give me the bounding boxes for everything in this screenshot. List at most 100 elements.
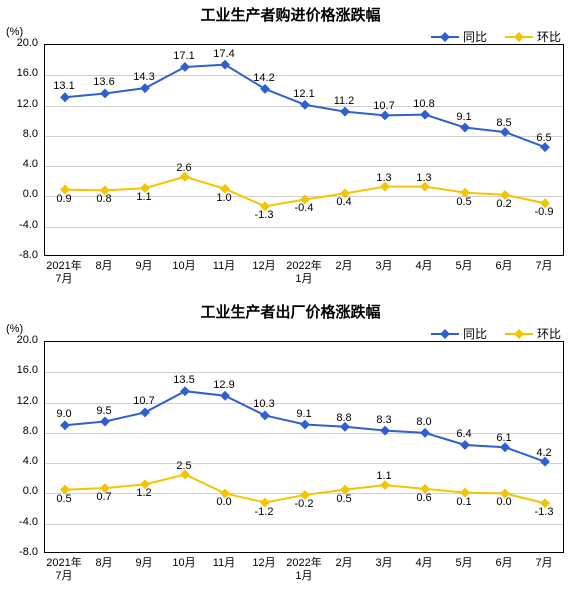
y-tick-label: 4.0 xyxy=(0,455,38,467)
y-tick-label: 12.0 xyxy=(0,98,38,110)
data-label-yoy: 12.1 xyxy=(293,88,314,100)
legend-item-mom: 环比 xyxy=(505,28,561,45)
series-marker-yoy xyxy=(220,391,230,401)
series-marker-yoy xyxy=(300,420,310,430)
legend: 同比 环比 xyxy=(431,325,561,342)
legend-marker xyxy=(505,36,533,38)
x-tick-label: 2021年 7月 xyxy=(46,557,81,582)
legend-item-yoy: 同比 xyxy=(431,28,487,45)
y-tick-label: 20.0 xyxy=(0,334,38,346)
x-tick-label: 7月 xyxy=(535,557,552,570)
series-svg xyxy=(45,45,565,257)
x-tick-label: 4月 xyxy=(415,557,432,570)
x-tick-label: 2022年 1月 xyxy=(286,557,321,582)
data-label-mom: 1.1 xyxy=(376,470,391,482)
x-tick-label: 10月 xyxy=(172,260,195,273)
series-marker-yoy xyxy=(460,440,470,450)
data-label-mom: 1.3 xyxy=(416,172,431,184)
data-label-yoy: 4.2 xyxy=(536,447,551,459)
y-tick-label: 0.0 xyxy=(0,188,38,200)
x-tick-label: 3月 xyxy=(375,557,392,570)
x-tick-label: 8月 xyxy=(95,260,112,273)
data-label-mom: 0.8 xyxy=(96,193,111,205)
x-tick-label: 5月 xyxy=(455,260,472,273)
data-label-mom: 1.1 xyxy=(136,191,151,203)
chart-title: 工业生产者购进价格涨跌幅 xyxy=(0,0,581,25)
data-label-yoy: 10.7 xyxy=(133,395,154,407)
x-tick-label: 6月 xyxy=(495,557,512,570)
x-tick-label: 12月 xyxy=(252,260,275,273)
series-svg xyxy=(45,342,565,554)
data-label-yoy: 17.1 xyxy=(173,50,194,62)
x-tick-label: 4月 xyxy=(415,260,432,273)
data-label-mom: 0.6 xyxy=(416,492,431,504)
series-marker-yoy xyxy=(380,426,390,436)
data-label-mom: -0.9 xyxy=(535,206,554,218)
chart: 工业生产者购进价格涨跌幅(%)同比环比-8.0-4.00.04.08.012.0… xyxy=(0,0,581,296)
y-tick-label: 16.0 xyxy=(0,364,38,376)
data-label-mom: 0.9 xyxy=(56,193,71,205)
series-marker-yoy xyxy=(420,428,430,438)
data-label-mom: 0.2 xyxy=(496,198,511,210)
y-tick-label: 0.0 xyxy=(0,485,38,497)
y-tick-label: 8.0 xyxy=(0,128,38,140)
data-label-yoy: 13.5 xyxy=(173,374,194,386)
y-tick-label: 12.0 xyxy=(0,395,38,407)
y-tick-label: -4.0 xyxy=(0,516,38,528)
chart-title: 工业生产者出厂价格涨跌幅 xyxy=(0,297,581,322)
data-label-yoy: 9.0 xyxy=(56,408,71,420)
chart: 工业生产者出厂价格涨跌幅(%)同比环比-8.0-4.00.04.08.012.0… xyxy=(0,297,581,594)
series-marker-yoy xyxy=(60,420,70,430)
legend-marker xyxy=(431,36,459,38)
series-marker-yoy xyxy=(140,407,150,417)
data-label-mom: 1.3 xyxy=(376,172,391,184)
series-marker-yoy xyxy=(180,62,190,72)
data-label-yoy: 14.3 xyxy=(133,71,154,83)
data-label-yoy: 8.0 xyxy=(416,416,431,428)
data-label-mom: 0.5 xyxy=(336,493,351,505)
data-label-mom: 2.6 xyxy=(176,162,191,174)
data-label-yoy: 10.3 xyxy=(253,398,274,410)
plot-area xyxy=(44,44,564,256)
data-label-mom: -1.3 xyxy=(255,209,274,221)
data-label-mom: 0.0 xyxy=(216,496,231,508)
data-label-yoy: 17.4 xyxy=(213,48,234,60)
data-label-mom: 1.0 xyxy=(216,192,231,204)
data-label-mom: 0.7 xyxy=(96,491,111,503)
data-label-yoy: 13.1 xyxy=(53,80,74,92)
legend: 同比 环比 xyxy=(431,28,561,45)
legend-marker xyxy=(431,333,459,335)
data-label-mom: 0.5 xyxy=(56,493,71,505)
data-label-yoy: 10.8 xyxy=(413,98,434,110)
data-label-yoy: 9.1 xyxy=(456,111,471,123)
y-tick-label: 4.0 xyxy=(0,158,38,170)
data-label-yoy: 9.5 xyxy=(96,405,111,417)
data-label-yoy: 14.2 xyxy=(253,72,274,84)
data-label-mom: 0.4 xyxy=(336,196,351,208)
legend-label: 环比 xyxy=(537,325,561,342)
series-marker-yoy xyxy=(420,110,430,120)
y-tick-label: 8.0 xyxy=(0,425,38,437)
data-label-yoy: 13.6 xyxy=(93,76,114,88)
data-label-yoy: 10.7 xyxy=(373,100,394,112)
x-tick-label: 2022年 1月 xyxy=(286,260,321,285)
data-label-mom: -0.4 xyxy=(295,202,314,214)
data-label-mom: -1.2 xyxy=(255,506,274,518)
series-marker-yoy xyxy=(300,100,310,110)
x-tick-label: 3月 xyxy=(375,260,392,273)
legend-item-mom: 环比 xyxy=(505,325,561,342)
data-label-yoy: 6.5 xyxy=(536,132,551,144)
y-tick-label: 20.0 xyxy=(0,37,38,49)
series-marker-yoy xyxy=(340,107,350,117)
x-tick-label: 2月 xyxy=(335,260,352,273)
x-tick-label: 9月 xyxy=(135,260,152,273)
data-label-yoy: 8.3 xyxy=(376,414,391,426)
legend-item-yoy: 同比 xyxy=(431,325,487,342)
y-tick-label: -8.0 xyxy=(0,249,38,261)
x-tick-label: 8月 xyxy=(95,557,112,570)
y-tick-label: -4.0 xyxy=(0,219,38,231)
x-tick-label: 12月 xyxy=(252,557,275,570)
data-label-yoy: 8.8 xyxy=(336,412,351,424)
data-label-yoy: 11.2 xyxy=(334,95,355,107)
data-label-yoy: 6.4 xyxy=(456,428,471,440)
